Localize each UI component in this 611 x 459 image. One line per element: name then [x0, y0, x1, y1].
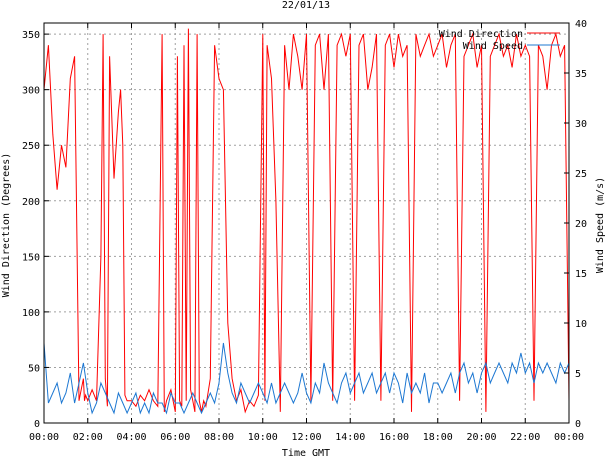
- y-right-tick-label: 10: [575, 319, 587, 330]
- grid: [44, 23, 569, 423]
- x-tick-label: 22:00: [510, 432, 540, 443]
- y-axis-label-right: Wind Speed (m/s): [595, 177, 606, 273]
- x-tick-label: 00:00: [554, 432, 584, 443]
- y-axis-label-left: Wind Direction (Degrees): [1, 153, 12, 298]
- chart-title: 22/01/13: [282, 0, 330, 11]
- x-tick-label: 10:00: [248, 432, 278, 443]
- x-axis-label: Time GMT: [282, 448, 330, 459]
- y-right-tick-label: 30: [575, 119, 587, 130]
- y-left-tick-label: 350: [22, 30, 40, 41]
- x-tick-label: 04:00: [116, 432, 146, 443]
- y-left-tick-label: 100: [22, 308, 40, 319]
- y-right-tick-label: 20: [575, 219, 587, 230]
- series-line-wind-direction: [43, 28, 570, 414]
- y-left-tick-label: 200: [22, 197, 40, 208]
- y-right-tick-label: 25: [575, 169, 587, 180]
- x-tick-label: 12:00: [291, 432, 321, 443]
- legend-label-wind-direction: Wind Direction: [439, 29, 523, 40]
- x-tick-label: 08:00: [204, 432, 234, 443]
- y-left-tick-label: 250: [22, 141, 40, 152]
- y-right-tick-label: 40: [575, 19, 587, 30]
- x-tick-label: 16:00: [379, 432, 409, 443]
- x-tick-label: 00:00: [29, 432, 59, 443]
- y-left-tick-label: 0: [34, 419, 40, 430]
- ticks: 00:00 02:00 04:00 06:00 08:00 10:00 12:00 14:00…: [22, 19, 587, 443]
- legend-label-wind-speed: Wind Speed: [463, 41, 523, 52]
- x-tick-label: 06:00: [160, 432, 190, 443]
- x-tick-label: 14:00: [335, 432, 365, 443]
- y-right-tick-label: 0: [575, 419, 581, 430]
- y-left-tick-label: 150: [22, 252, 40, 263]
- y-left-tick-label: 300: [22, 86, 40, 97]
- series-line-wind-speed: [43, 342, 570, 415]
- x-tick-label: 18:00: [423, 432, 453, 443]
- x-tick-label: 20:00: [466, 432, 496, 443]
- y-right-tick-label: 5: [575, 369, 581, 380]
- x-tick-label: 02:00: [73, 432, 103, 443]
- y-left-tick-label: 50: [28, 363, 40, 374]
- y-right-tick-label: 35: [575, 69, 587, 80]
- series-layer: [43, 28, 570, 415]
- y-right-tick-label: 15: [575, 269, 587, 280]
